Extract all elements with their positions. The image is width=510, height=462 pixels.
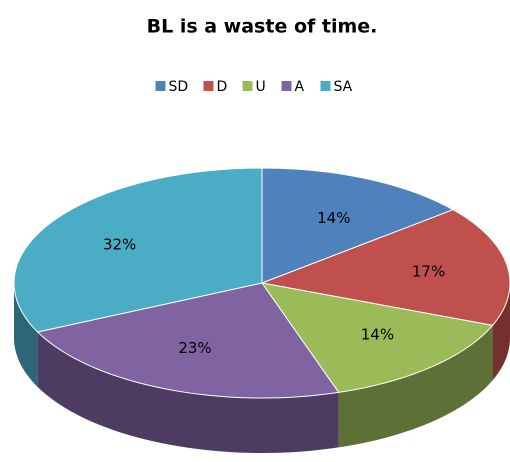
pie-slice [260,209,510,326]
legend-label: SD [169,79,189,95]
legend-swatch [242,81,253,91]
pie-slice [36,282,340,399]
legend-swatch [281,81,292,91]
pie-slice [261,167,455,284]
legend-label: D [217,79,228,95]
pie-side [37,331,339,453]
legend-label: SA [334,79,353,95]
chart-title: BL is a waste of time. [147,16,378,38]
pie-side [492,283,510,381]
legend-swatch [320,81,331,91]
data-label: 17% [412,262,445,280]
legend-swatch [155,81,166,91]
data-label: 14% [361,325,394,343]
data-label: 14% [317,209,350,227]
legend-label: A [295,79,305,95]
legend-swatch [203,81,214,91]
data-label: 32% [103,235,136,253]
legend-label: U [256,79,266,95]
pie-slice [13,167,263,333]
data-label: 23% [178,339,211,357]
